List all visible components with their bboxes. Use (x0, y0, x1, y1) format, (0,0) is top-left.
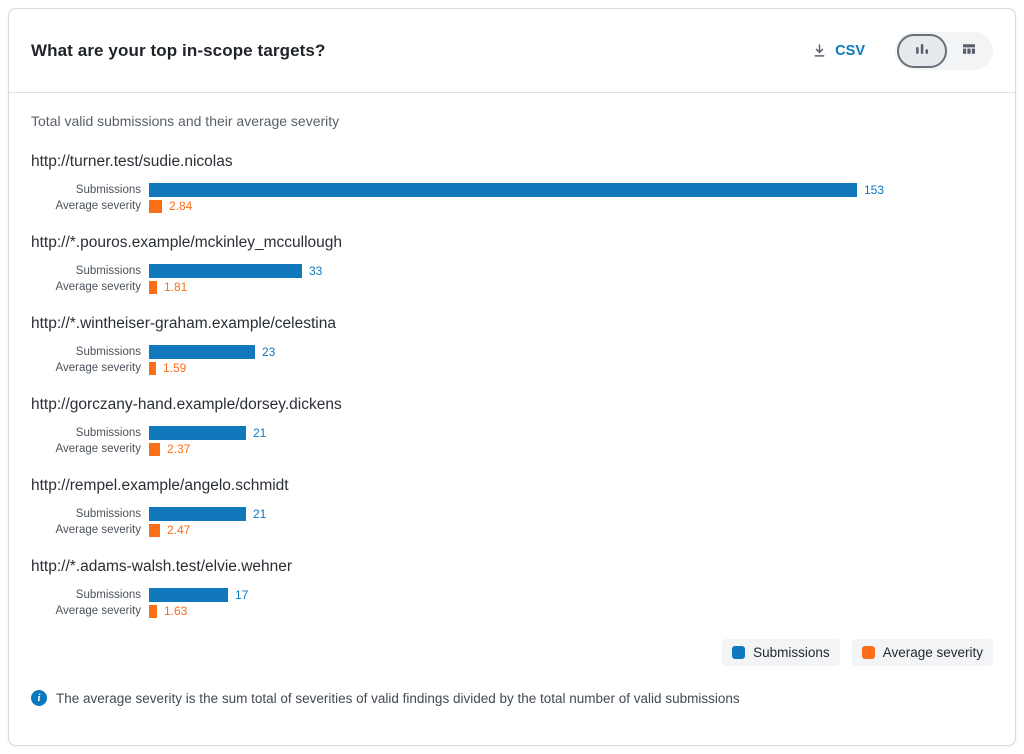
target-title: http://rempel.example/angelo.schmidt (31, 477, 289, 494)
target-title: http://*.wintheiser-graham.example/celes… (31, 315, 336, 332)
row-label-severity: Average severity (55, 443, 141, 455)
submissions-value: 21 (253, 506, 267, 521)
severity-bar (149, 605, 157, 618)
table-icon (961, 41, 977, 60)
severity-bar (149, 200, 162, 213)
footnote: i The average severity is the sum total … (31, 690, 993, 706)
target-group: http://gorczany-hand.example/dorsey.dick… (31, 396, 993, 456)
severity-bar (149, 443, 160, 456)
target-group: http://*.pouros.example/mckinley_mccullo… (31, 234, 993, 294)
severity-row: Average severity 1.59 (31, 362, 993, 375)
submissions-swatch (732, 646, 746, 659)
csv-download-button[interactable]: CSV (810, 39, 867, 63)
submissions-bar (149, 345, 255, 359)
download-icon (812, 43, 827, 59)
info-icon: i (31, 690, 47, 706)
row-label-submissions: Submissions (75, 345, 141, 358)
submissions-value: 23 (262, 344, 276, 359)
severity-bar (149, 281, 157, 294)
severity-value: 1.81 (164, 280, 188, 294)
row-label-severity: Average severity (55, 281, 141, 293)
row-label-submissions: Submissions (75, 183, 141, 196)
submissions-value: 21 (253, 425, 267, 440)
submissions-value: 33 (309, 263, 323, 278)
target-group: http://*.adams-walsh.test/elvie.wehner S… (31, 558, 993, 618)
chart-view-button[interactable] (897, 33, 947, 68)
average-severity-swatch (861, 646, 875, 659)
target-group: http://*.wintheiser-graham.example/celes… (31, 315, 993, 375)
submissions-row: Submissions 17 (31, 588, 993, 602)
submissions-bar (149, 183, 857, 197)
submissions-row: Submissions 23 (31, 345, 993, 359)
target-title: http://turner.test/sudie.nicolas (31, 153, 233, 170)
severity-value: 2.37 (167, 442, 191, 456)
legend-item-average-severity[interactable]: Average severity (851, 639, 993, 666)
target-title: http://gorczany-hand.example/dorsey.dick… (31, 396, 342, 413)
row-label-submissions: Submissions (75, 264, 141, 277)
severity-value: 1.59 (163, 361, 187, 375)
submissions-value: 17 (235, 587, 249, 602)
severity-row: Average severity 1.63 (31, 605, 993, 618)
legend-item-submissions[interactable]: Submissions (722, 639, 840, 666)
target-title: http://*.adams-walsh.test/elvie.wehner (31, 558, 293, 575)
severity-row: Average severity 2.84 (31, 200, 993, 213)
submissions-row: Submissions 153 (31, 183, 993, 197)
csv-label: CSV (835, 42, 865, 59)
severity-value: 1.63 (164, 604, 188, 618)
target-group: http://turner.test/sudie.nicolas Submiss… (31, 153, 993, 213)
bar-chart-icon (914, 41, 930, 60)
submissions-row: Submissions 21 (31, 507, 993, 521)
severity-bar (149, 524, 160, 537)
top-targets-card: What are your top in-scope targets? CSV (8, 8, 1016, 746)
chart-legend: Submissions Average severity (31, 639, 993, 666)
submissions-bar (149, 426, 246, 440)
submissions-bar (149, 264, 302, 278)
legend-label: Submissions (753, 645, 830, 660)
row-label-severity: Average severity (55, 362, 141, 374)
row-label-submissions: Submissions (75, 426, 141, 439)
chart-groups: http://turner.test/sudie.nicolas Submiss… (31, 153, 993, 618)
severity-value: 2.47 (167, 523, 191, 537)
footnote-text: The average severity is the sum total of… (56, 690, 740, 706)
severity-row: Average severity 2.37 (31, 443, 993, 456)
submissions-bar (149, 588, 228, 602)
submissions-value: 153 (864, 182, 885, 197)
header-actions: CSV (810, 31, 993, 70)
submissions-bar (149, 507, 246, 521)
severity-row: Average severity 1.81 (31, 281, 993, 294)
row-label-severity: Average severity (55, 200, 141, 212)
chart-subtitle: Total valid submissions and their averag… (31, 113, 340, 129)
row-label-submissions: Submissions (75, 588, 141, 601)
row-label-severity: Average severity (55, 605, 141, 617)
severity-value: 2.84 (169, 199, 193, 213)
page-title: What are your top in-scope targets? (31, 40, 326, 60)
table-view-button[interactable] (947, 34, 991, 68)
target-title: http://*.pouros.example/mckinley_mccullo… (31, 234, 343, 251)
legend-label: Average severity (882, 645, 983, 660)
card-body: Total valid submissions and their averag… (9, 93, 1015, 745)
row-label-severity: Average severity (55, 524, 141, 536)
row-label-submissions: Submissions (75, 507, 141, 520)
severity-row: Average severity 2.47 (31, 524, 993, 537)
target-group: http://rempel.example/angelo.schmidt Sub… (31, 477, 993, 537)
severity-bar (149, 362, 156, 375)
submissions-row: Submissions 33 (31, 264, 993, 278)
view-toggle (895, 31, 993, 70)
card-header: What are your top in-scope targets? CSV (9, 9, 1015, 93)
submissions-row: Submissions 21 (31, 426, 993, 440)
